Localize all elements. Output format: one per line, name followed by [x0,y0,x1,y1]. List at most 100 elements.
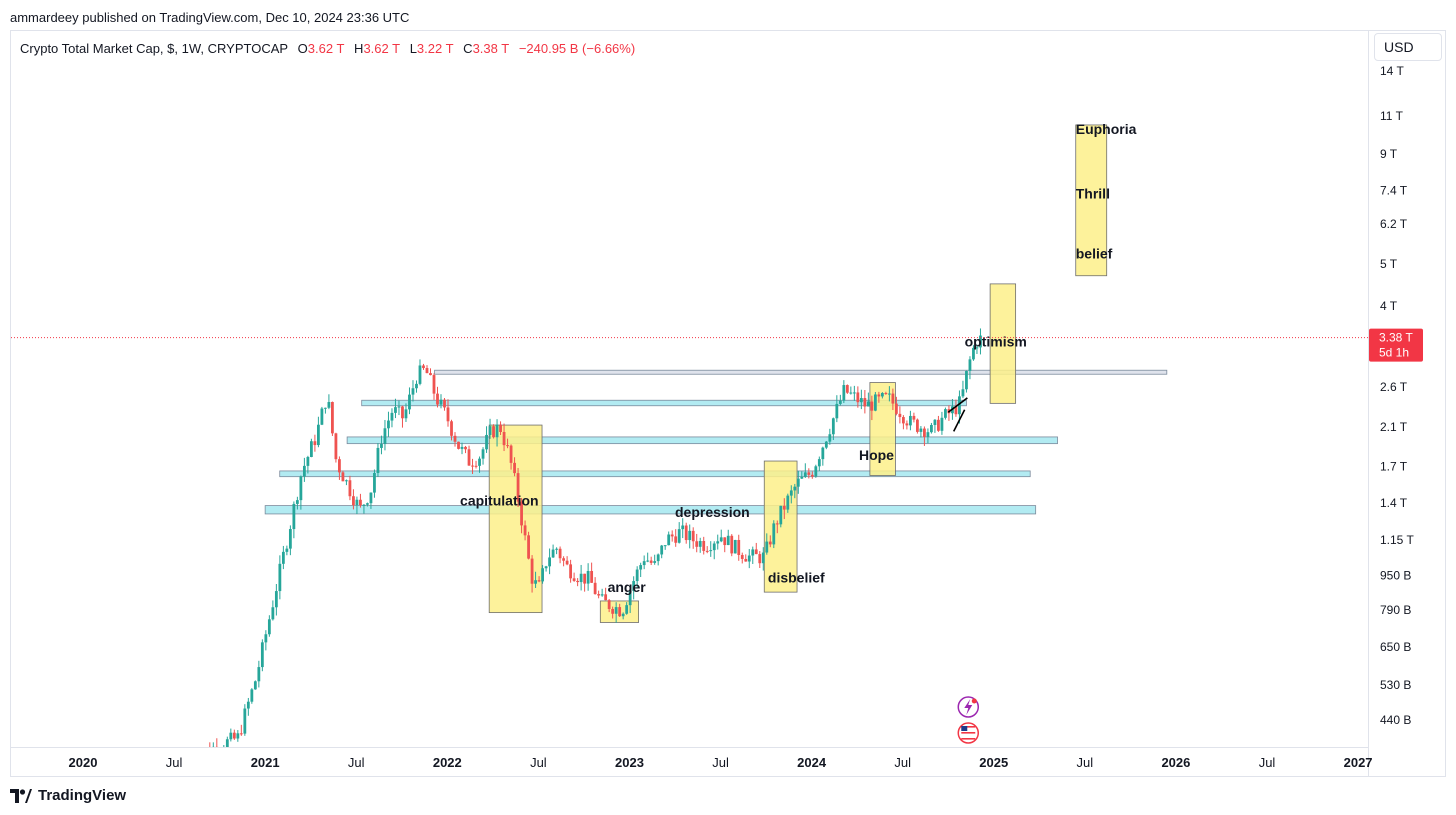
zone-label: Euphoria [1076,121,1137,137]
candle-body [688,530,692,541]
candle-body [831,418,835,435]
candle-body [817,459,821,467]
candle-body [464,446,467,450]
candle-body [338,459,341,473]
candle-body [222,749,225,752]
currency-selector[interactable]: USD [1374,33,1442,61]
candle-body [306,456,310,466]
candle-body [397,406,401,408]
tradingview-logo[interactable]: TradingView [10,787,126,804]
event-icons[interactable] [957,696,980,744]
zone-label: Thrill [1076,185,1110,201]
candle-body [726,535,730,546]
low-value: 3.22 T [416,41,454,56]
price-axis[interactable]: 14 T 11 T 9 T 7.4 T 6.2 T 5 T 4 T 2.6 T 2.1 T 1.7… [1368,31,1415,776]
candle-body [295,500,299,504]
candle-body [600,594,604,596]
candle-body [309,441,313,457]
candle-body [485,434,488,450]
candle-body [450,421,453,436]
candle-body [394,407,397,413]
candle-body [786,495,790,510]
candle-body [684,525,688,541]
candle-body [324,407,327,409]
candle-body [415,383,418,389]
candle-body [937,419,940,431]
candle-body [614,607,618,614]
candle-body [232,732,236,739]
time-tick-label: Jul [166,755,183,770]
time-axis[interactable]: 2020 Jul 2021 Jul 2022 Jul 2023 Jul 2024 Jul 2025 J… [11,747,1373,771]
candle-body [418,365,422,384]
candle-body [856,392,860,403]
candle-body [471,465,474,467]
candle-body [274,591,278,608]
candle-body [873,394,877,411]
candle-body [930,424,933,433]
candle-body [754,549,758,555]
candle-body [555,548,558,550]
candle-body [327,402,331,408]
candle-body [912,415,916,420]
candle-body [961,389,965,397]
candle-body [772,523,776,545]
zone-label: anger [608,579,647,595]
support-band [264,505,1037,515]
candle-body [923,428,926,437]
price-tick-label: 14 T [1380,64,1404,78]
price-tick-label: 1.7 T [1380,459,1408,473]
candle-body [201,754,204,761]
candle-body [562,558,566,561]
candle-body [800,476,804,479]
candle-body [586,570,590,584]
candle-body [621,613,625,617]
close-value: 3.38 T [472,41,510,56]
candle-body [299,476,303,501]
candle-body [422,365,425,369]
candle-body [625,605,629,614]
candle-body [593,582,597,595]
candle-body [541,568,544,582]
candle-body [404,409,408,419]
candle-body [628,590,632,606]
candle-body [362,504,366,506]
candle-body [646,560,650,562]
candle-body [492,426,495,438]
candle-body [845,385,849,393]
time-tick-label: 2021 [251,755,280,770]
candle-body [933,419,937,425]
flag-stripe [961,729,976,731]
candle-body [558,548,562,559]
candle-body [390,412,394,421]
candle-body [373,472,376,493]
candle-body [236,733,240,739]
candle-body [383,428,387,444]
candle-body [590,570,594,583]
flag-stripe [961,738,976,740]
candle-body [607,600,611,610]
candle-body [516,473,520,502]
time-tick-label: 2026 [1161,755,1190,770]
candle-body [225,739,229,747]
candle-body [979,335,982,348]
candle-body [691,530,695,542]
time-tick-label: Jul [530,755,547,770]
price-tick-label: 6.2 T [1380,217,1408,231]
candle-body [205,748,208,754]
candle-body [649,560,653,563]
time-tick-label: Jul [894,755,911,770]
candle-body [639,565,643,570]
candle-body [807,472,811,475]
candle-body [467,449,471,466]
flag-stripe [961,732,976,734]
lightning-dot [971,698,977,704]
candle-body [828,434,832,442]
candle-body [779,505,783,525]
candle-body [677,529,681,543]
candle-body [695,541,699,547]
candle-body [369,492,373,504]
price-tick-label: 530 B [1380,678,1411,692]
candle-body [267,619,271,635]
price-tick-label: 1.4 T [1380,496,1408,510]
